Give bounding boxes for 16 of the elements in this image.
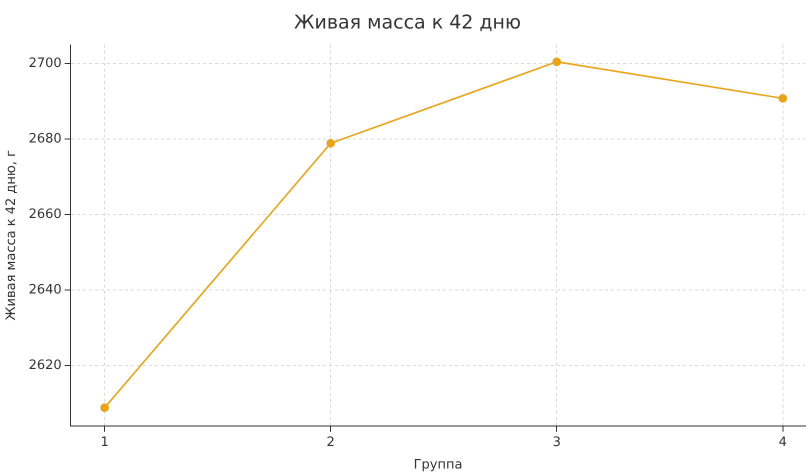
y-tick-label: 2700 [28, 56, 62, 72]
y-tick-label: 2620 [28, 358, 62, 373]
y-tick-label: 2660 [28, 206, 62, 222]
x-tick-label: 2 [326, 434, 335, 450]
point [552, 57, 562, 66]
point [778, 94, 788, 103]
x-tick-label: 4 [778, 434, 787, 450]
x-tick-label: 1 [100, 434, 109, 450]
y-axis-title: Живая масса к 42 дню, г [4, 150, 20, 320]
y-tick-label: 2640 [28, 282, 62, 298]
y-tick-label: 2680 [28, 131, 62, 146]
x-axis-title: Группа [414, 458, 462, 473]
point [100, 403, 109, 412]
point [326, 138, 335, 148]
x-tick-label: 3 [552, 434, 561, 450]
chart-title: Живая масса к 42 дню [294, 11, 521, 34]
